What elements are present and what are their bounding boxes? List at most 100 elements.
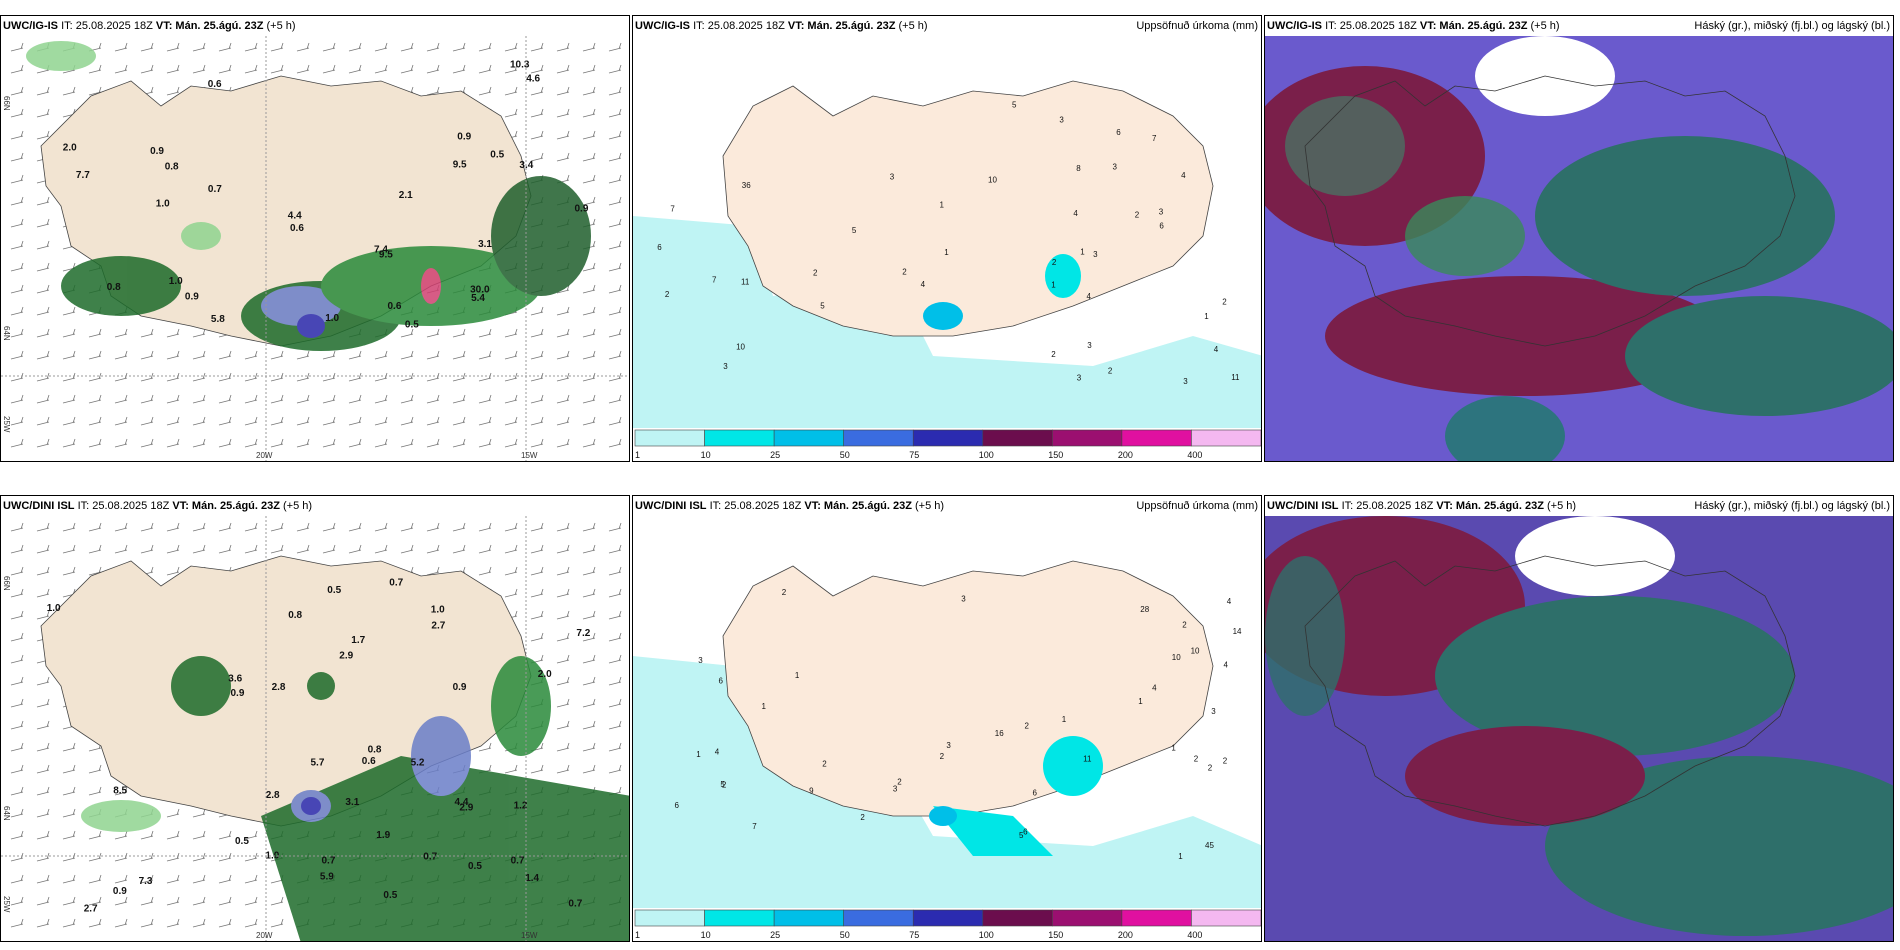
panel-title: UWC/DINI ISL IT: 25.08.2025 18Z VT: Mán.…	[3, 500, 313, 512]
wind-barb	[192, 808, 206, 818]
panel-title: UWC/IG-IS IT: 25.08.2025 18Z VT: Mán. 25…	[3, 20, 296, 32]
wind-barb	[452, 522, 466, 532]
wind-barb	[244, 64, 258, 74]
wind-barb	[504, 588, 518, 598]
wind-barb	[504, 64, 518, 74]
map-value-label: 4	[1224, 660, 1229, 669]
map-value-label: 11	[1231, 373, 1240, 382]
wind-barb	[322, 42, 336, 52]
map-value-label: 0.5	[327, 585, 341, 596]
map-value-label: 5	[820, 301, 825, 310]
wind-barb	[582, 654, 596, 664]
wind-barb	[530, 306, 544, 316]
map-value-label: 2	[897, 777, 902, 786]
wind-barb	[426, 328, 440, 338]
map-value-label: 3.1	[345, 797, 359, 808]
map-value-label: 0.5	[235, 836, 249, 847]
map-value-label: 2	[902, 268, 907, 277]
wind-barb	[452, 394, 466, 404]
wind-barb	[504, 350, 518, 360]
wind-barb	[608, 698, 622, 708]
map-value-label: 2.0	[63, 143, 77, 154]
map-value-label: 0.7	[208, 184, 222, 195]
map-value-label: 1	[1080, 248, 1085, 257]
map-value-label: 2	[1108, 367, 1113, 376]
wind-barb	[140, 42, 154, 52]
wind-barb	[452, 438, 466, 448]
wind-barb	[10, 764, 24, 774]
panel-right-title: Háský (gr.), miðský (fj.bl.) og lágský (…	[1694, 500, 1890, 512]
wind-barb	[244, 394, 258, 404]
wind-barb	[192, 394, 206, 404]
wind-barb	[582, 108, 596, 118]
wind-barb	[166, 350, 180, 360]
map-value-label: 5	[1019, 831, 1024, 840]
wind-barb	[10, 284, 24, 294]
wind-barb	[192, 64, 206, 74]
wind-barb	[270, 350, 284, 360]
wind-barb	[348, 394, 362, 404]
map-value-label: 7	[712, 276, 717, 285]
wind-barb	[114, 918, 128, 928]
panel-right-title: Uppsöfnuð úrkoma (mm)	[1136, 20, 1258, 32]
wind-barb	[530, 350, 544, 360]
map-value-label: 0.9	[575, 204, 589, 215]
wind-barb	[478, 86, 492, 96]
colorbar-swatch	[704, 909, 775, 927]
colorbar-tick-label: 10	[701, 450, 711, 460]
wind-barb	[140, 372, 154, 382]
wind-barb	[88, 394, 102, 404]
wind-barb	[582, 438, 596, 448]
wind-barb	[244, 416, 258, 426]
colorbar-tick-label: 75	[909, 930, 919, 940]
wind-barb	[556, 544, 570, 554]
wind-barb	[166, 522, 180, 532]
wind-barb	[218, 416, 232, 426]
panel-cloud-igis: UWC/IG-IS IT: 25.08.2025 18Z VT: Mán. 25…	[1264, 15, 1894, 462]
wind-barb	[530, 152, 544, 162]
cloud-cover-map	[1265, 36, 1893, 461]
lat-label: 25W	[2, 896, 11, 913]
map-value-label: 5	[1012, 101, 1017, 110]
wind-barb	[10, 830, 24, 840]
map-value-label: 5.8	[211, 314, 225, 325]
wind-barb	[166, 416, 180, 426]
lat-label: 64N	[2, 326, 11, 341]
map-value-label: 2.9	[339, 651, 353, 662]
map-value-label: 0.9	[150, 146, 164, 157]
wind-barb	[348, 416, 362, 426]
wind-barb	[10, 42, 24, 52]
wind-barb	[192, 852, 206, 862]
map-value-label: 3	[946, 741, 951, 750]
wind-barb	[114, 64, 128, 74]
map-value-label: 2.0	[538, 669, 552, 680]
wind-barb	[374, 394, 388, 404]
map-value-label: 28	[1140, 605, 1149, 614]
wind-barb	[62, 306, 76, 316]
wind-barb	[608, 764, 622, 774]
map-value-label: 0.7	[568, 899, 582, 910]
colorbar: 1 10 25 50 75 100 150 200 400	[634, 909, 1261, 940]
wind-barb	[114, 394, 128, 404]
wind-barb	[114, 416, 128, 426]
wind-barb	[530, 632, 544, 642]
wind-barb	[478, 544, 492, 554]
map-value-label: 1.9	[376, 830, 390, 841]
wind-barb	[582, 742, 596, 752]
wind-barb	[192, 896, 206, 906]
map-value-label: 45	[1205, 841, 1214, 850]
wind-barb	[400, 522, 414, 532]
wind-barb	[166, 544, 180, 554]
lat-label: 64N	[2, 806, 11, 821]
wind-barb	[10, 64, 24, 74]
wind-barb	[582, 610, 596, 620]
wind-barb	[218, 394, 232, 404]
map-value-label: 6	[719, 677, 724, 686]
wind-barb	[556, 394, 570, 404]
map-value-label: 1	[795, 671, 800, 680]
wind-barb	[322, 544, 336, 554]
map-value-label: 3	[893, 785, 898, 794]
map-value-label: 3	[890, 173, 895, 182]
wind-barb	[36, 218, 50, 228]
map-value-label: 10.3	[510, 59, 530, 70]
